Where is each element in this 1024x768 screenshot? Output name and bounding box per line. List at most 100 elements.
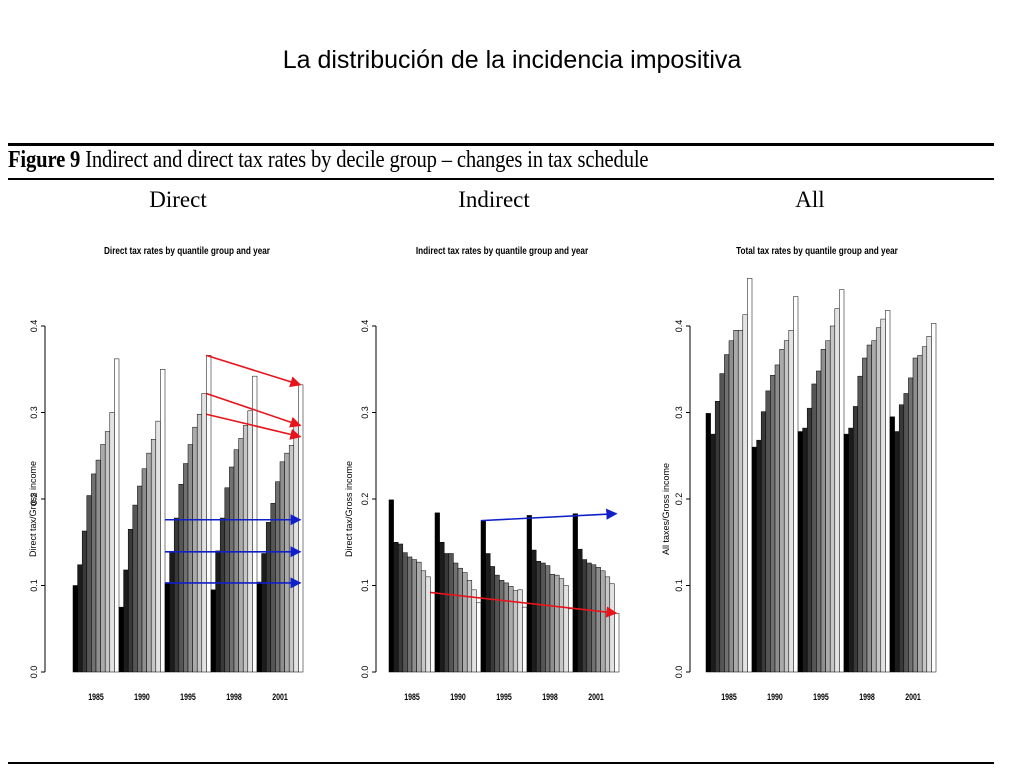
panel-heading-direct: Direct	[149, 187, 207, 212]
bar	[866, 344, 872, 673]
panel-heading-all: All	[795, 187, 825, 212]
y-tick-label: 0.0	[360, 666, 370, 679]
bar	[806, 407, 813, 673]
bar	[728, 340, 734, 673]
bar	[917, 355, 923, 673]
figure-caption: Figure 9 Indirect and direct tax rates b…	[8, 147, 649, 174]
bar	[178, 484, 184, 673]
bar	[448, 553, 454, 673]
bar	[889, 416, 895, 673]
bar	[141, 468, 147, 673]
bar	[614, 612, 620, 673]
bar	[215, 550, 221, 673]
bar	[508, 586, 514, 673]
y-tick-label: 0.4	[29, 320, 39, 333]
y-tick-label: 0.1	[29, 579, 39, 592]
bar	[489, 566, 496, 673]
bar	[595, 567, 601, 673]
bar	[298, 384, 304, 673]
bar	[903, 393, 909, 673]
bar	[733, 330, 739, 673]
bar	[411, 559, 417, 673]
bar	[453, 562, 459, 673]
bar	[388, 499, 394, 673]
bar	[462, 572, 468, 673]
bar	[242, 425, 249, 673]
bar	[499, 580, 505, 673]
annotation-arrow-red	[430, 591, 618, 618]
y-tick-label: 0.3	[29, 406, 39, 419]
bar	[402, 552, 408, 673]
bar	[224, 487, 230, 673]
y-axis-label: Direct tax/Gross income	[28, 461, 38, 557]
y-axis-label: Direct tax/Gross income	[344, 461, 354, 557]
bar	[206, 355, 212, 673]
x-tick-label: 1995	[496, 692, 512, 702]
bar	[420, 570, 427, 673]
bar	[100, 444, 106, 673]
bar	[485, 553, 491, 673]
figure-top-rule	[8, 143, 994, 146]
bar	[247, 410, 253, 673]
bar	[155, 420, 161, 673]
bar	[848, 427, 854, 673]
x-tick-label: 1990	[450, 692, 466, 702]
bar	[210, 589, 216, 673]
bar	[480, 520, 486, 673]
bar	[908, 377, 914, 673]
bar	[563, 585, 569, 673]
bar	[233, 449, 239, 673]
bar	[912, 357, 918, 673]
bar	[164, 582, 170, 673]
bar	[811, 383, 817, 673]
bar	[839, 289, 845, 673]
bar	[852, 406, 859, 673]
bar	[751, 446, 757, 673]
x-tick-label: 1990	[767, 692, 783, 702]
bar	[196, 413, 203, 673]
bar	[880, 318, 886, 673]
y-tick-label: 0.3	[360, 406, 370, 419]
bar	[261, 553, 267, 673]
bar	[931, 323, 937, 673]
bar	[843, 433, 849, 673]
y-tick-label: 0.4	[360, 320, 370, 333]
bar	[471, 589, 477, 673]
bar	[288, 445, 295, 673]
figure-label: Figure 9	[8, 147, 81, 173]
bar	[591, 564, 597, 673]
slide-title: La distribución de la incidencia imposit…	[282, 46, 742, 74]
bar	[581, 559, 588, 673]
bar	[416, 561, 422, 673]
figure-bottom-rule	[8, 762, 994, 764]
chart-title: Indirect tax rates by quantile group and…	[416, 245, 589, 256]
bar	[894, 431, 900, 673]
figure-caption-rule	[8, 178, 994, 180]
y-tick-label: 0.1	[674, 579, 684, 592]
bar	[425, 576, 431, 673]
bar	[430, 592, 436, 673]
bar	[265, 522, 272, 673]
bar	[531, 549, 537, 673]
bar	[770, 375, 776, 673]
bar	[779, 349, 785, 673]
annotation-arrow-red	[206, 354, 302, 388]
bar	[173, 517, 180, 673]
bar	[284, 452, 290, 673]
bar	[535, 561, 542, 673]
x-tick-label: 1998	[859, 692, 875, 702]
bar	[109, 412, 115, 673]
bar	[862, 357, 868, 673]
bar	[724, 354, 730, 673]
bar	[229, 466, 235, 673]
bar	[72, 585, 78, 673]
bar	[600, 570, 606, 673]
x-tick-label: 2001	[905, 692, 921, 702]
bar	[747, 278, 753, 673]
bar	[77, 564, 83, 673]
bar	[788, 330, 794, 673]
bar	[137, 485, 143, 673]
bar	[397, 543, 404, 673]
bar	[466, 580, 473, 673]
